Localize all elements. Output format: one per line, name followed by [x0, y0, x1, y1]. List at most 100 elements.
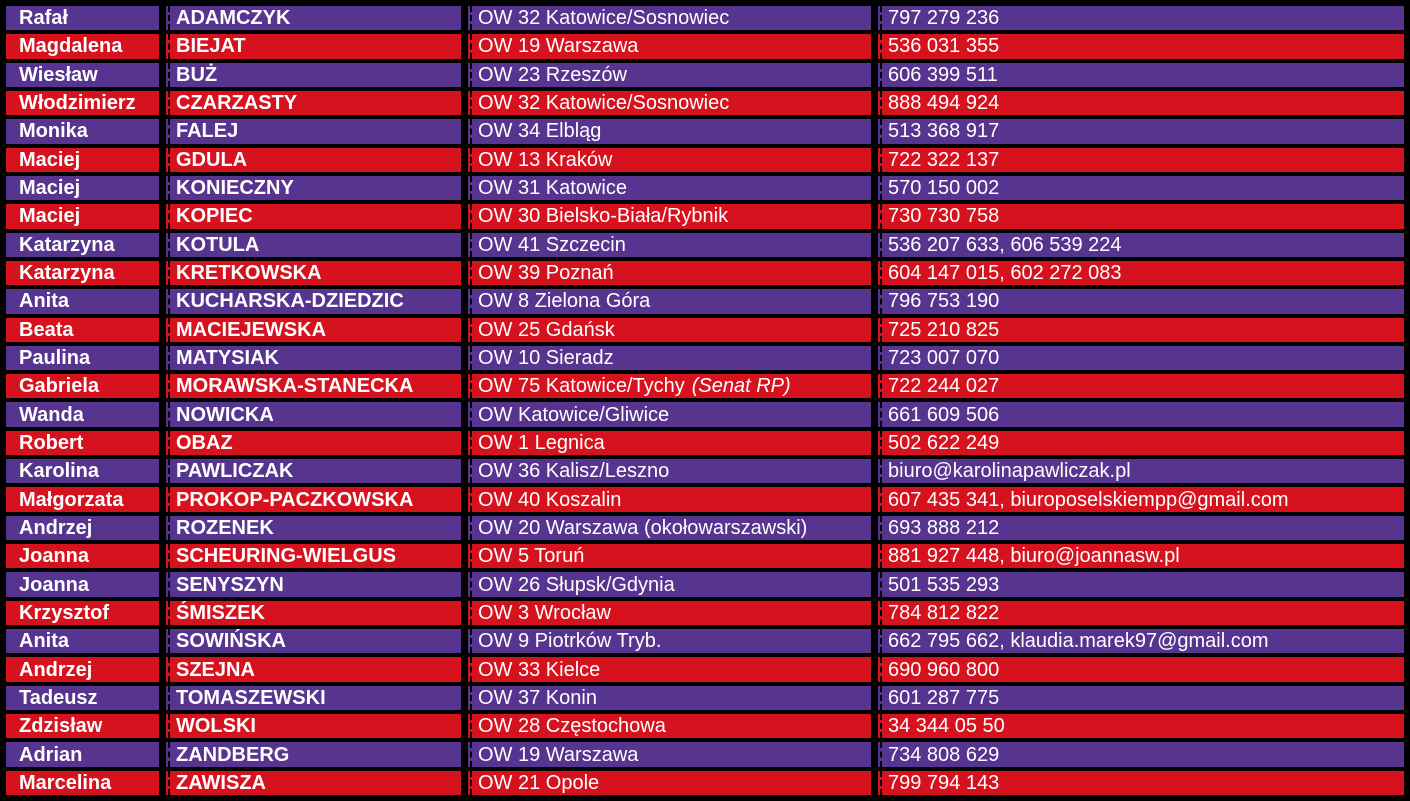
table-row: Adrian ZANDBERG OW 19 Warszawa 734 808 6… — [6, 742, 1404, 767]
last-name-cell: SCHEURING-WIELGUS — [166, 544, 461, 569]
contact-cell: 570 150 002 — [878, 175, 1404, 201]
district-text: OW 5 Toruń — [478, 545, 585, 568]
table-row: Marcelina ZAWISZA OW 21 Opole 799 794 14… — [6, 770, 1404, 795]
first-name-text: Gabriela — [19, 375, 100, 398]
last-name-text: PAWLICZAK — [176, 460, 294, 483]
last-name-text: SZEJNA — [176, 658, 255, 681]
first-name-text: Maciej — [19, 205, 81, 228]
contact-text: 784 812 822 — [888, 601, 1000, 624]
last-name-cell: TOMASZEWSKI — [166, 685, 461, 711]
first-name-cell: Małgorzata — [6, 487, 159, 512]
last-name-cell: KUCHARSKA-DZIEDZIC — [166, 289, 461, 314]
district-cell: OW 20 Warszawa (okołowarszawski) — [468, 515, 871, 541]
table-row: Gabriela MORAWSKA-STANECKA OW 75 Katowic… — [6, 374, 1404, 399]
first-name-cell: Gabriela — [6, 374, 159, 399]
district-cell: OW 25 Gdańsk — [468, 317, 871, 342]
table-row: Katarzyna KOTULA OW 41 Szczecin 536 207 … — [6, 232, 1404, 257]
contact-text: 797 279 236 — [888, 7, 1000, 30]
contact-text: 796 753 190 — [888, 290, 1000, 313]
last-name-cell: CZARZASTY — [166, 90, 461, 116]
contact-cell: 606 399 511 — [878, 62, 1404, 87]
last-name-text: KONIECZNY — [176, 177, 294, 200]
last-name-text: ZAWISZA — [176, 771, 266, 794]
contact-cell: 662 795 662, klaudia.marek97@gmail.com — [878, 629, 1404, 654]
first-name-text: Magdalena — [19, 35, 123, 58]
district-cell: OW 19 Warszawa — [468, 742, 871, 767]
last-name-cell: MACIEJEWSKA — [166, 317, 461, 342]
contact-cell: 799 794 143 — [878, 770, 1404, 795]
table-row: Robert OBAZ OW 1 Legnica 502 622 249 — [6, 430, 1404, 456]
table-row: Maciej KONIECZNY OW 31 Katowice 570 150 … — [6, 175, 1404, 201]
district-text: OW 30 Bielsko-Biała/Rybnik — [478, 205, 729, 228]
district-text: OW 19 Warszawa — [478, 743, 639, 766]
contact-text: 513 368 917 — [888, 120, 1000, 143]
last-name-text: ŚMISZEK — [176, 601, 265, 624]
first-name-text: Maciej — [19, 148, 81, 171]
last-name-text: ADAMCZYK — [176, 7, 291, 30]
district-text: OW 8 Zielona Góra — [478, 290, 651, 313]
contact-cell: 730 730 758 — [878, 204, 1404, 229]
first-name-text: Rafał — [19, 7, 68, 30]
last-name-text: SENYSZYN — [176, 573, 284, 596]
table-row: Andrzej SZEJNA OW 33 Kielce 690 960 800 — [6, 657, 1404, 682]
table-row: Rafał ADAMCZYK OW 32 Katowice/Sosnowiec … — [6, 6, 1404, 31]
first-name-cell: Włodzimierz — [6, 90, 159, 116]
district-cell: OW 3 Wrocław — [468, 600, 871, 626]
last-name-text: ZANDBERG — [176, 743, 290, 766]
contact-text: 661 609 506 — [888, 403, 1000, 426]
district-cell: OW 26 Słupsk/Gdynia — [468, 572, 871, 597]
district-cell: OW 19 Warszawa — [468, 34, 871, 59]
contact-text: 604 147 015, 602 272 083 — [888, 262, 1122, 285]
first-name-cell: Joanna — [6, 572, 159, 597]
last-name-text: FALEJ — [176, 120, 239, 143]
last-name-text: SOWIŃSKA — [176, 630, 286, 653]
district-text: OW 40 Koszalin — [478, 488, 622, 511]
table-row: Beata MACIEJEWSKA OW 25 Gdańsk 725 210 8… — [6, 317, 1404, 342]
contact-text: biuro@karolinapawliczak.pl — [888, 460, 1131, 483]
first-name-cell: Marcelina — [6, 770, 159, 795]
last-name-text: CZARZASTY — [176, 92, 298, 115]
table-row: Maciej KOPIEC OW 30 Bielsko-Biała/Rybnik… — [6, 204, 1404, 229]
district-cell: OW 75 Katowice/Tychy (Senat RP) — [468, 374, 871, 399]
contact-text: 662 795 662, klaudia.marek97@gmail.com — [888, 630, 1269, 653]
first-name-text: Joanna — [19, 573, 90, 596]
district-cell: OW 5 Toruń — [468, 544, 871, 569]
first-name-text: Katarzyna — [19, 233, 115, 256]
first-name-text: Marcelina — [19, 771, 112, 794]
contact-text: 690 960 800 — [888, 658, 1000, 681]
first-name-text: Robert — [19, 431, 84, 454]
last-name-cell: ADAMCZYK — [166, 6, 461, 31]
first-name-cell: Tadeusz — [6, 685, 159, 711]
first-name-cell: Andrzej — [6, 515, 159, 541]
last-name-cell: GDULA — [166, 147, 461, 172]
table-row: Joanna SENYSZYN OW 26 Słupsk/Gdynia 501 … — [6, 572, 1404, 597]
contact-text: 606 399 511 — [888, 63, 998, 86]
contact-text: 723 007 070 — [888, 347, 1000, 369]
district-text: OW 1 Legnica — [478, 431, 605, 454]
first-name-text: Katarzyna — [19, 262, 115, 285]
first-name-cell: Beata — [6, 317, 159, 342]
first-name-cell: Monika — [6, 119, 159, 144]
last-name-text: KOTULA — [176, 233, 260, 256]
contact-cell: 690 960 800 — [878, 657, 1404, 682]
district-note-text: (Senat RP) — [691, 375, 791, 398]
contact-cell: 734 808 629 — [878, 742, 1404, 767]
contact-cell: 536 031 355 — [878, 34, 1404, 59]
last-name-text: BIEJAT — [176, 35, 246, 58]
contact-cell: 501 535 293 — [878, 572, 1404, 597]
district-cell: OW 32 Katowice/Sosnowiec — [468, 90, 871, 116]
first-name-cell: Adrian — [6, 742, 159, 767]
district-cell: OW 40 Koszalin — [468, 487, 871, 512]
district-cell: OW 10 Sieradz — [468, 345, 871, 371]
contact-cell: 888 494 924 — [878, 90, 1404, 116]
contact-text: 734 808 629 — [888, 743, 1000, 766]
district-text: OW 75 Katowice/Tychy — [478, 375, 685, 398]
first-name-text: Andrzej — [19, 658, 93, 681]
first-name-cell: Anita — [6, 629, 159, 654]
first-name-text: Wiesław — [19, 63, 98, 86]
district-cell: OW 1 Legnica — [468, 430, 871, 456]
contact-cell: 502 622 249 — [878, 430, 1404, 456]
table-row: Zdzisław WOLSKI OW 28 Częstochowa 34 344… — [6, 714, 1404, 739]
first-name-text: Monika — [19, 120, 88, 143]
contact-cell: 693 888 212 — [878, 515, 1404, 541]
